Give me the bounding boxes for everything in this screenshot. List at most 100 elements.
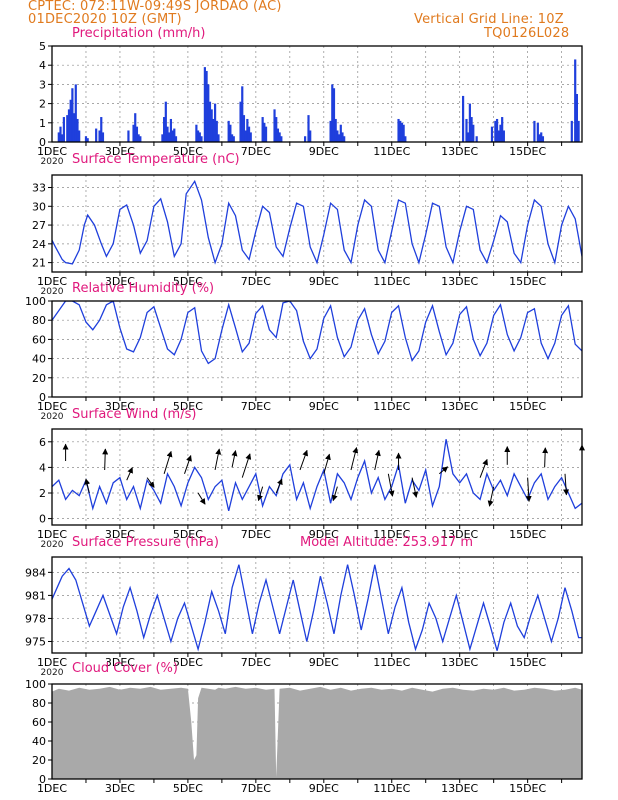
temp-ytick-label: 21: [32, 257, 46, 270]
header-station: CPTEC: 072:11W-09:49S JORDAO (AC): [28, 0, 282, 14]
precip-bar: [212, 118, 215, 142]
precip-bar: [66, 115, 69, 142]
precip-bar: [490, 126, 494, 142]
precip-xtick-label: 15DEC: [509, 145, 546, 158]
precip-bar: [242, 115, 246, 142]
cloud-xtick-label: 5DEC: [173, 782, 203, 795]
precip-bar: [541, 136, 545, 142]
precip-bar: [72, 113, 76, 142]
cloud-xtick-label: 15DEC: [509, 782, 546, 795]
precip-bar: [210, 109, 213, 142]
precip-bar: [239, 101, 242, 142]
precip-bar: [71, 88, 74, 142]
wind-vector-arrow: [525, 477, 532, 503]
wind-vector-arrow: [479, 458, 488, 478]
precip-bar: [69, 99, 72, 142]
precip-xtick-label: 1DEC: [37, 145, 67, 158]
precip-bar: [200, 136, 203, 142]
pres-xtick-label: 3DEC: [105, 656, 135, 669]
precip-bar: [461, 95, 465, 142]
pres-line: [52, 564, 582, 652]
precip-bar: [59, 126, 62, 142]
cloud-ytick-label: 60: [32, 716, 46, 729]
precip-bar: [132, 124, 135, 142]
precip-bar: [278, 132, 281, 142]
wind-ytick-label: 4: [39, 461, 46, 474]
cloud-ytick-label: 80: [32, 697, 46, 710]
pres-xtick-label: 1DEC: [37, 656, 67, 669]
precip-bar: [467, 132, 470, 142]
precip-bar: [139, 136, 142, 142]
temp-ytick-label: 33: [32, 182, 46, 195]
precip-ytick-label: 2: [39, 98, 46, 111]
precip-bar: [499, 124, 502, 142]
precip-bar: [164, 101, 167, 142]
precip-bar: [502, 130, 505, 142]
precip-bar: [570, 120, 573, 142]
precip-bar: [57, 132, 60, 142]
temp-xtick-label: 3DEC: [105, 275, 135, 288]
precip-bar: [78, 130, 81, 142]
precip-bar: [536, 122, 539, 142]
precip-bar: [332, 88, 336, 142]
wind-year-label: 2020: [41, 540, 64, 550]
precip-bar: [494, 120, 497, 142]
precip-bar: [341, 132, 344, 142]
temp-xtick-label: 13DEC: [441, 275, 478, 288]
temp-xtick-label: 15DEC: [509, 275, 546, 288]
rh-xtick-label: 3DEC: [105, 400, 135, 413]
wind-xtick-label: 13DEC: [441, 528, 478, 541]
pres-year-label: 2020: [41, 668, 64, 678]
rh-xtick-label: 1DEC: [37, 400, 67, 413]
cloud-ytick-label: 0: [39, 773, 46, 786]
precip-bar: [84, 136, 88, 142]
temp-panel: Surface Temperature (nC) 21 24 27 30 33 1DEC 3D…: [32, 152, 583, 297]
pres-xtick-label: 9DEC: [309, 656, 339, 669]
precip-bar: [577, 120, 580, 142]
precip-bar: [397, 118, 400, 142]
wind-vector-arrow: [275, 478, 283, 494]
precip-bar: [241, 86, 244, 142]
temp-line: [52, 179, 582, 266]
cloud-xtick-label: 11DEC: [373, 782, 410, 795]
precip-bar: [276, 128, 280, 142]
wind-xtick-label: 5DEC: [173, 528, 203, 541]
pres-title: Surface Pressure (hPa): [72, 535, 219, 550]
precip-bar: [404, 136, 407, 142]
precip-bar: [229, 124, 232, 142]
wind-xtick-label: 7DEC: [241, 528, 271, 541]
wind-vector-arrow: [542, 447, 549, 468]
precip-bar: [468, 103, 471, 142]
rh-frame: [51, 300, 583, 398]
precip-bar: [76, 118, 79, 142]
precip-xtick-label: 9DEC: [309, 145, 339, 158]
wind-xtick-label: 15DEC: [509, 528, 546, 541]
wind-vector-arrow: [241, 453, 252, 478]
header-model-id: TQ0126L028: [484, 26, 570, 41]
wind-vector-arrow: [231, 450, 238, 468]
temp-xtick-label: 7DEC: [241, 275, 271, 288]
precip-bar: [497, 130, 500, 142]
precip-bar: [343, 136, 346, 142]
rh-year-label: 2020: [41, 412, 64, 422]
wind-vector-arrow: [563, 473, 570, 496]
precip-ytick-label: 5: [39, 40, 46, 53]
temp-frame: [51, 174, 583, 273]
wind-xtick-label: 9DEC: [309, 528, 339, 541]
precip-bar: [495, 118, 499, 142]
precip-bar: [74, 84, 77, 142]
precip-bar: [98, 130, 101, 142]
rh-ytick-label: 60: [32, 333, 46, 346]
precip-xtick-label: 13DEC: [441, 145, 478, 158]
temp-ytick-label: 30: [32, 200, 46, 213]
wind-xtick-label: 3DEC: [105, 528, 135, 541]
wind-vector-arrow: [197, 492, 206, 505]
precip-bar: [230, 134, 234, 142]
cloud-ytick-label: 40: [32, 735, 46, 748]
temp-year-label: 2020: [41, 287, 64, 297]
pres-xtick-label: 7DEC: [241, 656, 271, 669]
cloud-xtick-label: 13DEC: [441, 782, 478, 795]
temp-xtick-label: 11DEC: [373, 275, 410, 288]
wind-xtick-label: 11DEC: [373, 528, 410, 541]
